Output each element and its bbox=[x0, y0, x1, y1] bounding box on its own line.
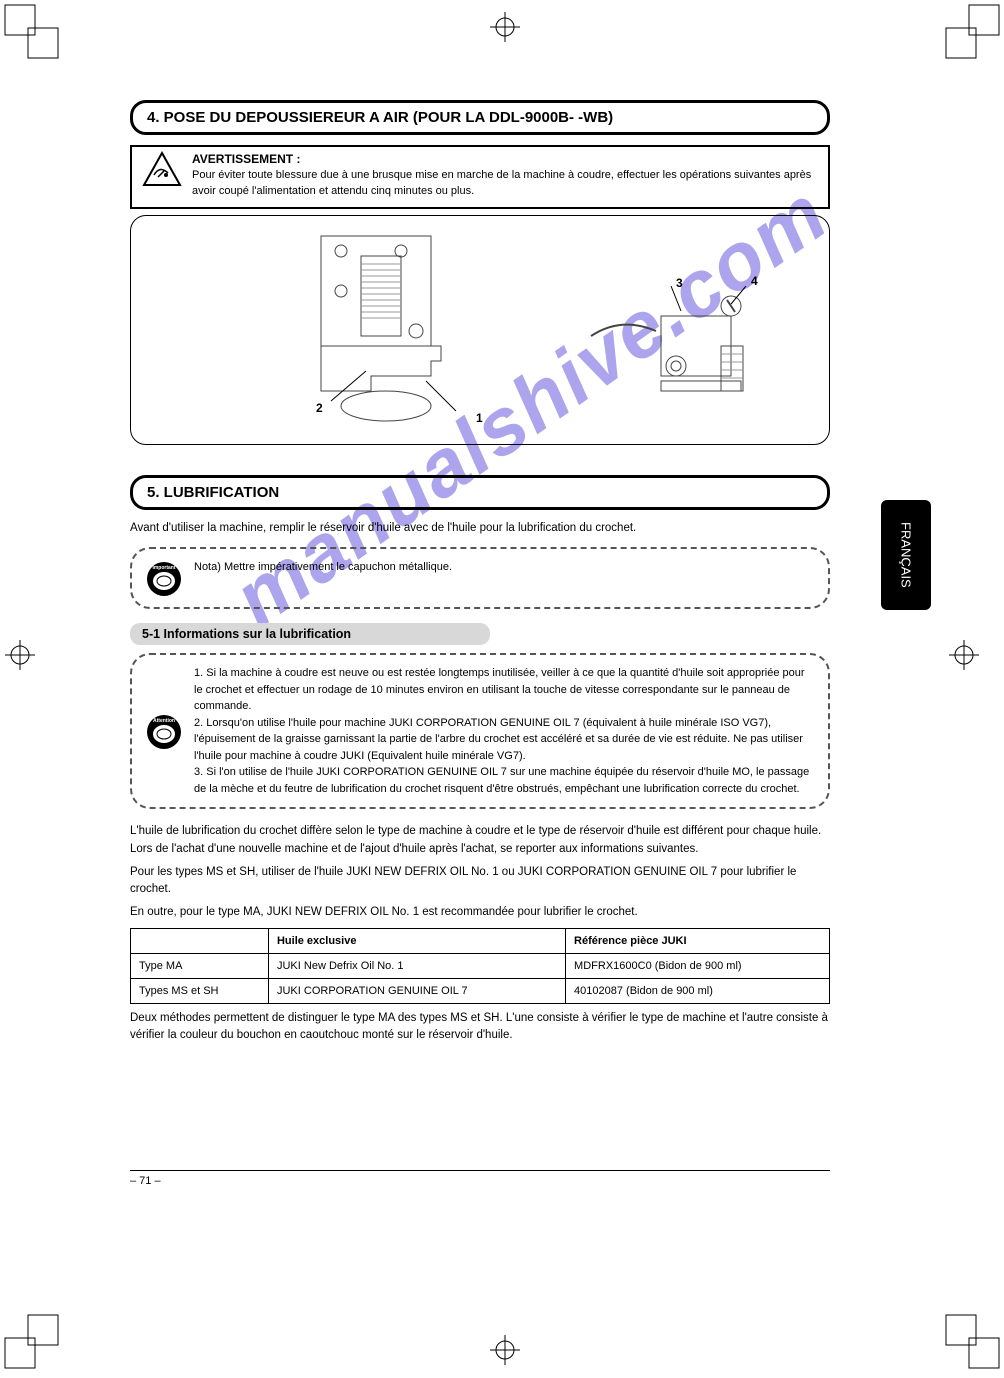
section5-title: 5. LUBRIFICATION bbox=[130, 475, 830, 510]
registration-mark-top bbox=[490, 12, 520, 47]
svg-text:Attention: Attention bbox=[153, 718, 175, 724]
language-tab: FRANÇAIS bbox=[881, 500, 931, 610]
td-ref-ma: MDFRX1600C0 (Bidon de 900 ml) bbox=[566, 953, 830, 978]
table-row: Types MS et SH JUKI CORPORATION GENUINE … bbox=[131, 978, 830, 1003]
figure-right bbox=[581, 286, 761, 426]
attention-point-3: 3. Si l'on utilise de l'huile JUKI CORPO… bbox=[194, 764, 814, 797]
page-number: – 71 – bbox=[130, 1175, 161, 1187]
callout-1: 1 bbox=[476, 411, 483, 425]
td-oil-ma: JUKI New Defrix Oil No. 1 bbox=[268, 953, 565, 978]
important-box: Important Nota) Mettre impérativement le… bbox=[130, 547, 830, 609]
hazard-icon bbox=[142, 151, 182, 187]
crop-mark-top-right bbox=[934, 0, 1004, 70]
td-type-ms: Types MS et SH bbox=[131, 978, 269, 1003]
warning-box: AVERTISSEMENT : Pour éviter toute blessu… bbox=[130, 145, 830, 209]
important-icon: Important bbox=[146, 561, 182, 597]
td-type-ma: Type MA bbox=[131, 953, 269, 978]
para2: L'huile de lubrification du crochet diff… bbox=[130, 823, 830, 858]
page-footer: – 71 – bbox=[130, 1170, 830, 1187]
section5-subhead: 5-1 Informations sur la lubrification bbox=[130, 623, 490, 645]
th-blank bbox=[131, 928, 269, 953]
warning-body: Pour éviter toute blessure due à une bru… bbox=[192, 169, 811, 196]
registration-mark-right bbox=[949, 640, 979, 675]
para5: Deux méthodes permettent de distinguer l… bbox=[130, 1010, 830, 1045]
callout-2: 2 bbox=[316, 401, 323, 415]
figure-left bbox=[301, 226, 481, 426]
attention-content: 1. Si la machine à coudre est neuve ou e… bbox=[194, 665, 814, 797]
callout-3: 3 bbox=[676, 276, 683, 290]
section5-intro: Avant d'utiliser la machine, remplir le … bbox=[130, 520, 830, 537]
section4-title: 4. POSE DU DEPOUSSIEREUR A AIR (POUR LA … bbox=[130, 100, 830, 135]
th-ref: Référence pièce JUKI bbox=[566, 928, 830, 953]
language-tab-label: FRANÇAIS bbox=[899, 522, 914, 588]
warning-title: AVERTISSEMENT : bbox=[192, 152, 300, 166]
registration-mark-left bbox=[5, 640, 35, 675]
page-content: 4. POSE DU DEPOUSSIEREUR A AIR (POUR LA … bbox=[130, 100, 830, 1050]
callout-4: 4 bbox=[751, 274, 758, 288]
registration-mark-bottom bbox=[490, 1335, 520, 1370]
table-header-row: Huile exclusive Référence pièce JUKI bbox=[131, 928, 830, 953]
para3: Pour les types MS et SH, utiliser de l'h… bbox=[130, 864, 830, 899]
attention-box: Attention 1. Si la machine à coudre est … bbox=[130, 653, 830, 809]
th-oil: Huile exclusive bbox=[268, 928, 565, 953]
important-body: Nota) Mettre impérativement le capuchon … bbox=[194, 559, 452, 576]
td-oil-ms: JUKI CORPORATION GENUINE OIL 7 bbox=[268, 978, 565, 1003]
para4: En outre, pour le type MA, JUKI NEW DEFR… bbox=[130, 904, 830, 921]
warning-text: AVERTISSEMENT : Pour éviter toute blessu… bbox=[192, 151, 818, 199]
attention-point-2: 2. Lorsqu'on utilise l'huile pour machin… bbox=[194, 715, 814, 765]
crop-mark-top-left bbox=[0, 0, 70, 70]
oil-table: Huile exclusive Référence pièce JUKI Typ… bbox=[130, 928, 830, 1004]
attention-icon: Attention bbox=[146, 714, 182, 750]
crop-mark-bottom-right bbox=[934, 1303, 1004, 1373]
table-row: Type MA JUKI New Defrix Oil No. 1 MDFRX1… bbox=[131, 953, 830, 978]
crop-mark-bottom-left bbox=[0, 1303, 70, 1373]
attention-point-1: 1. Si la machine à coudre est neuve ou e… bbox=[194, 665, 814, 715]
figure-box: 2 1 3 4 bbox=[130, 215, 830, 445]
td-ref-ms: 40102087 (Bidon de 900 ml) bbox=[566, 978, 830, 1003]
svg-text:Important: Important bbox=[152, 565, 175, 571]
